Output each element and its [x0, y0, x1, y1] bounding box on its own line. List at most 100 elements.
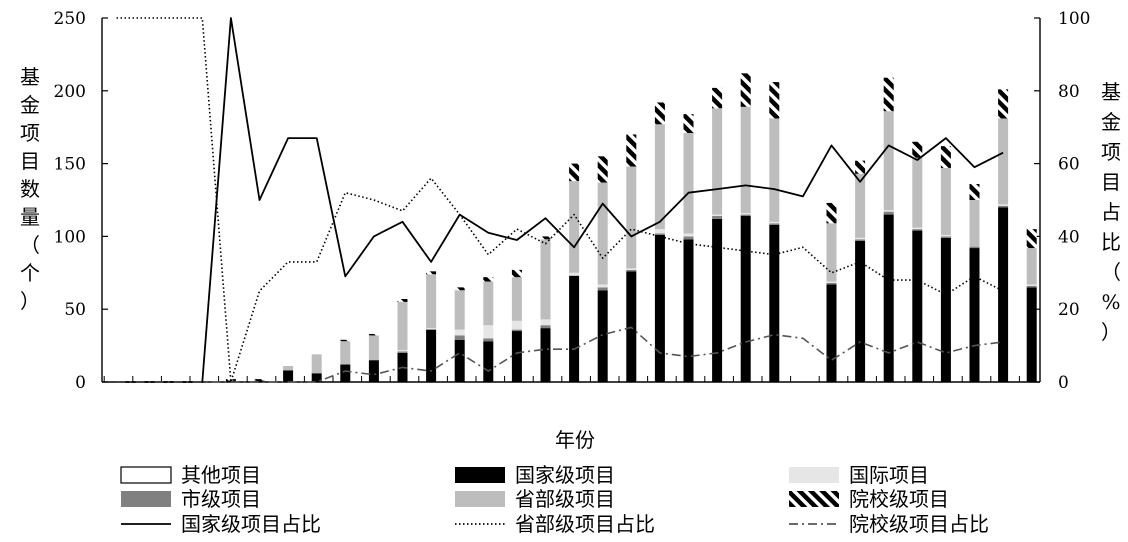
- bar-provincial: [712, 108, 723, 215]
- bar-provincial: [540, 239, 551, 320]
- bar-school: [340, 339, 351, 342]
- bar-national: [340, 364, 351, 382]
- bar-municipal: [397, 351, 408, 353]
- bar-international: [769, 221, 780, 224]
- bar-school: [454, 287, 465, 291]
- bar-municipal: [511, 329, 522, 332]
- bar-international: [712, 214, 723, 217]
- legend-label-other: 其他项目: [181, 463, 261, 487]
- bars: [225, 73, 1037, 382]
- legend-label-international: 国际项目: [849, 463, 929, 487]
- bar-international: [683, 233, 694, 237]
- bar-provincial: [912, 157, 923, 228]
- left-tick-label: 100: [54, 227, 86, 247]
- bar-provincial: [454, 290, 465, 330]
- legend-label-school_pct: 院校级项目占比: [849, 512, 989, 536]
- bar-national: [883, 214, 894, 382]
- bar-municipal: [683, 236, 694, 240]
- bar-international: [426, 328, 437, 330]
- bar-provincial: [368, 335, 379, 361]
- bar-national: [311, 373, 322, 382]
- bar-school: [855, 160, 866, 174]
- bar-national: [940, 237, 951, 382]
- bar-provincial: [426, 274, 437, 329]
- bar-municipal: [969, 246, 980, 249]
- bar-national: [1026, 287, 1037, 382]
- series-lines: [116, 17, 1004, 383]
- bar-provincial: [626, 166, 637, 269]
- bar-provincial: [855, 173, 866, 238]
- bar-national: [283, 370, 294, 382]
- bar-national: [368, 360, 379, 382]
- bar-provincial: [740, 106, 751, 214]
- legend-label-national_pct: 国家级项目占比: [181, 512, 321, 536]
- legend-swatch-international: [789, 467, 839, 483]
- bar-international: [454, 329, 465, 336]
- bar-national: [683, 239, 694, 382]
- bar-school: [540, 236, 551, 240]
- bar-municipal: [769, 223, 780, 225]
- bar-provincial: [654, 124, 665, 230]
- y-axis-label-left: 基金项目数量（个）: [20, 65, 40, 313]
- bar-municipal: [855, 239, 866, 241]
- bar-school: [969, 183, 980, 200]
- right-tick-label: 80: [1058, 82, 1080, 102]
- bar-school: [912, 141, 923, 158]
- left-tick-label: 50: [64, 300, 86, 320]
- line-provincial_pct: [116, 17, 1004, 383]
- bar-international: [998, 204, 1009, 206]
- bar-national: [597, 290, 608, 382]
- right-tick-label: 20: [1058, 300, 1080, 320]
- bar-school: [769, 82, 780, 119]
- bar-national: [483, 341, 494, 382]
- bar-municipal: [540, 325, 551, 329]
- bar-school: [712, 87, 723, 109]
- bar-municipal: [998, 205, 1009, 208]
- bar-international: [511, 320, 522, 330]
- bar-municipal: [912, 229, 923, 231]
- bar-municipal: [654, 233, 665, 235]
- bar-municipal: [883, 211, 894, 215]
- right-tick-label: 0: [1058, 373, 1069, 393]
- bar-school: [940, 146, 951, 168]
- left-tick-label: 200: [54, 82, 86, 102]
- bar-provincial: [969, 200, 980, 247]
- bar-school: [883, 77, 894, 112]
- bar-national: [969, 248, 980, 382]
- bar-municipal: [597, 287, 608, 291]
- left-tick-label: 0: [75, 373, 86, 393]
- bar-national: [998, 207, 1009, 382]
- bar-international: [569, 272, 580, 276]
- legend-swatch-provincial: [455, 491, 505, 507]
- bar-national: [540, 328, 551, 382]
- bar-national: [254, 380, 265, 382]
- legend-swatch-national: [455, 467, 505, 483]
- y-axis-label-right: 基金项目占比（%）: [1101, 80, 1121, 344]
- legend-label-municipal: 市级项目: [181, 487, 261, 511]
- bar-provincial: [511, 277, 522, 321]
- bar-international: [483, 325, 494, 339]
- bar-national: [740, 216, 751, 382]
- bar-provincial: [940, 167, 951, 235]
- x-ticks: [103, 376, 1020, 382]
- bar-school: [569, 163, 580, 182]
- bar-school: [998, 89, 1009, 119]
- bar-provincial: [1026, 248, 1037, 285]
- bar-school: [368, 333, 379, 336]
- legend-label-school: 院校级项目: [849, 487, 949, 511]
- bar-national: [712, 218, 723, 382]
- x-axis-label: 年份: [555, 428, 595, 452]
- bar-provincial: [769, 118, 780, 222]
- legend-label-provincial_pct: 省部级项目占比: [515, 512, 655, 536]
- bar-international: [855, 237, 866, 240]
- bar-national: [569, 275, 580, 382]
- bar-school: [826, 202, 837, 224]
- bar-school: [597, 156, 608, 183]
- legend-label-national: 国家级项目: [515, 463, 615, 487]
- bar-school: [626, 134, 637, 167]
- bar-national: [454, 339, 465, 382]
- bar-national: [769, 224, 780, 382]
- legend-label-provincial: 省部级项目: [515, 487, 615, 511]
- bar-municipal: [454, 335, 465, 340]
- bar-international: [940, 234, 951, 237]
